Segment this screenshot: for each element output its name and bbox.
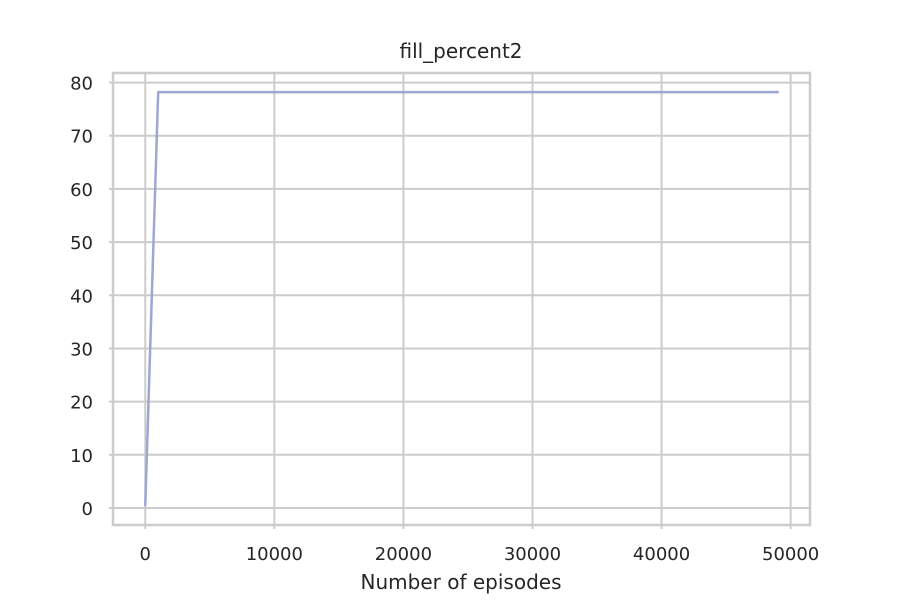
tick-label-layer: 0 10000 20000 30000 40000 50000 0 10 20 30 40 50 60 7… bbox=[70, 74, 819, 565]
x-tick-label: 20000 bbox=[375, 544, 432, 565]
x-tick-label: 0 bbox=[140, 544, 151, 565]
x-tick-label: 30000 bbox=[504, 544, 561, 565]
series-line-0 bbox=[144, 90, 779, 507]
y-tick-label: 60 bbox=[70, 180, 93, 201]
y-tick-label: 80 bbox=[70, 74, 93, 95]
x-tick-label: 50000 bbox=[762, 544, 819, 565]
y-tick-label: 30 bbox=[70, 339, 93, 360]
series-layer bbox=[144, 90, 779, 507]
x-axis-title: Number of episodes bbox=[361, 570, 562, 594]
plot-frame-layer bbox=[111, 71, 812, 527]
y-tick-label: 0 bbox=[82, 499, 93, 520]
y-tick-label: 50 bbox=[70, 233, 93, 254]
y-tick-label: 40 bbox=[70, 286, 93, 307]
plot-frame bbox=[111, 71, 812, 527]
y-tick-label: 20 bbox=[70, 393, 93, 414]
x-tick-label: 10000 bbox=[246, 544, 303, 565]
x-tick-label: 40000 bbox=[633, 544, 690, 565]
y-tick-label: 70 bbox=[70, 127, 93, 148]
grid-layer bbox=[113, 73, 810, 525]
chart-title: fill_percent2 bbox=[399, 39, 522, 63]
y-tick-label: 10 bbox=[70, 446, 93, 467]
